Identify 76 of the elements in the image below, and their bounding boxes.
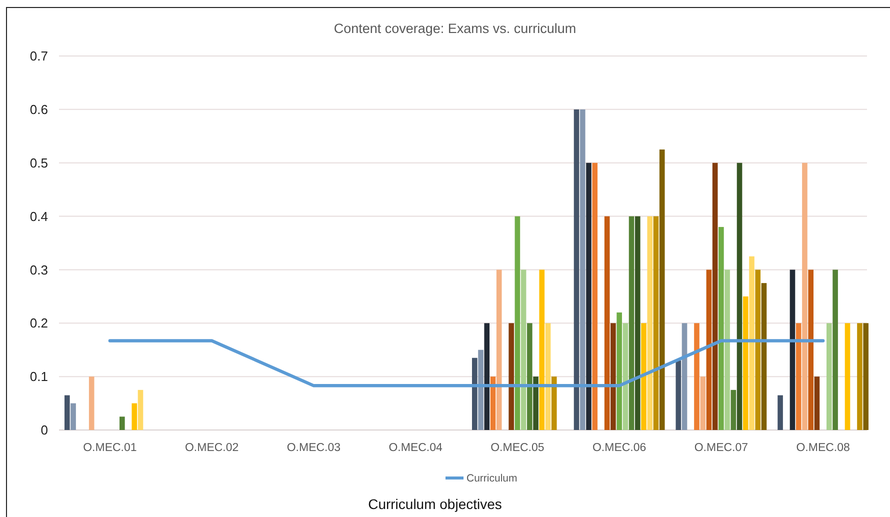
bar: [472, 358, 478, 430]
bar: [574, 109, 580, 430]
bar: [616, 312, 622, 430]
bar: [514, 216, 520, 430]
bar: [736, 162, 742, 430]
bar: [742, 296, 748, 430]
x-tick-label: O.MEC.07: [694, 442, 748, 454]
y-tick-label: 0: [40, 422, 48, 438]
bar: [832, 270, 838, 430]
y-tick-label: 0.6: [30, 102, 48, 117]
bar: [761, 283, 767, 430]
y-tick-label: 0.3: [30, 262, 48, 278]
bar: [826, 323, 832, 430]
bar: [778, 395, 783, 430]
legend-label: Curriculum: [466, 472, 518, 485]
bar: [796, 323, 802, 430]
bar: [539, 270, 545, 430]
bar: [520, 270, 526, 430]
bar: [586, 162, 592, 430]
bar: [694, 323, 700, 430]
bar: [533, 376, 538, 430]
x-tick-label: O.MEC.08: [796, 442, 850, 454]
bar: [484, 323, 490, 430]
bar: [580, 109, 586, 430]
bar: [647, 216, 653, 430]
bar: [863, 323, 869, 430]
bar: [551, 376, 557, 430]
y-tick-label: 0.5: [30, 155, 48, 170]
bar: [610, 323, 616, 430]
bar: [814, 376, 820, 430]
bar: [634, 216, 640, 430]
y-tick-label: 0.4: [30, 208, 48, 224]
bar: [844, 323, 850, 430]
bar: [712, 162, 718, 430]
x-tick-label: O.MEC.06: [592, 442, 646, 454]
x-tick-label: O.MEC.03: [286, 442, 341, 454]
bar: [700, 376, 706, 430]
bar: [508, 323, 514, 430]
bar: [604, 216, 610, 430]
bar: [88, 376, 94, 430]
bar: [790, 270, 796, 430]
bar: [659, 150, 665, 430]
bar: [724, 270, 730, 430]
bar: [545, 323, 551, 430]
bar: [641, 323, 646, 430]
bar: [718, 226, 724, 430]
y-tick-label: 0.2: [30, 316, 48, 331]
bar: [132, 403, 138, 430]
bar: [138, 390, 144, 430]
bar: [676, 360, 682, 430]
x-axis-title: Curriculum objectives: [368, 496, 502, 512]
bar: [527, 323, 532, 430]
bar: [653, 216, 659, 430]
bar: [64, 395, 70, 430]
bar: [706, 270, 712, 430]
bar: [478, 350, 484, 430]
bar: [622, 323, 628, 430]
bar: [70, 403, 76, 430]
bar: [857, 323, 862, 430]
y-tick-label: 0.1: [30, 369, 48, 384]
bar: [802, 162, 808, 430]
bar: [628, 216, 634, 430]
bar: [808, 270, 814, 430]
chart-title: Content coverage: Exams vs. curriculum: [334, 21, 576, 36]
bar: [730, 390, 736, 430]
x-tick-label: O.MEC.01: [83, 442, 137, 454]
y-tick-label: 0.7: [30, 48, 48, 64]
bar: [496, 270, 502, 430]
bar: [755, 270, 761, 430]
bar: [120, 416, 125, 430]
bar: [592, 162, 598, 430]
bar: [682, 323, 688, 430]
bar: [749, 256, 754, 430]
x-tick-label: O.MEC.04: [388, 442, 444, 454]
x-tick-label: O.MEC.05: [490, 442, 544, 454]
x-tick-label: O.MEC.02: [184, 442, 239, 454]
